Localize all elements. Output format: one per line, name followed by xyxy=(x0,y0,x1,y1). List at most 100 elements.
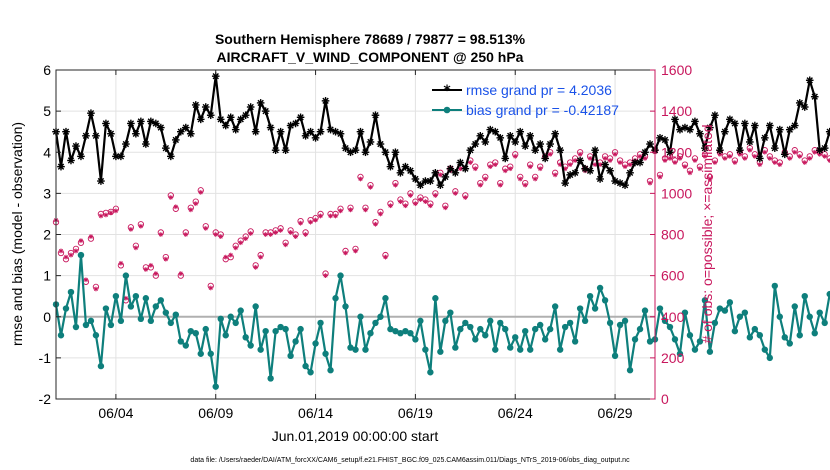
obs-assimilated-point xyxy=(797,153,803,159)
obs-assimilated-stroke xyxy=(253,265,258,270)
obs-assimilated-stroke xyxy=(523,183,528,188)
rmse-point-stroke xyxy=(666,149,674,156)
legend-rmse-marker: * xyxy=(443,83,451,99)
obs-assimilated-point xyxy=(777,162,783,167)
obs-assimilated-stroke xyxy=(248,231,253,236)
obs-assimilated-stroke xyxy=(168,195,173,200)
rmse-point xyxy=(621,181,629,189)
rmse-point xyxy=(62,127,70,136)
rmse-point xyxy=(82,132,90,140)
bias-point xyxy=(482,332,489,339)
obs-assimilated-stroke xyxy=(338,208,343,213)
bias-point xyxy=(332,295,339,302)
rmse-point xyxy=(306,127,315,136)
rmse-point-stroke xyxy=(372,112,379,119)
obs-assimilated-stroke xyxy=(323,273,328,278)
bias-point xyxy=(571,338,579,345)
rmse-point xyxy=(276,127,285,136)
obs-assimilated-stroke xyxy=(343,250,348,256)
obs-assimilated-stroke xyxy=(687,170,692,175)
obs-assimilated-point xyxy=(672,160,678,165)
rmse-point-stroke xyxy=(616,179,624,187)
legend-bias-label: bias grand pr = -0.42187 xyxy=(466,102,619,118)
obs-assimilated-point xyxy=(178,271,184,276)
rmse-point xyxy=(501,154,510,163)
obs-assimilated-point xyxy=(133,245,139,251)
rmse-point xyxy=(411,175,420,183)
obs-assimilated-stroke xyxy=(238,240,243,245)
rmse-point-stroke xyxy=(322,97,329,105)
y2-tick-label: 1000 xyxy=(661,185,692,201)
obs-assimilated-point xyxy=(592,162,598,167)
rmse-point-stroke xyxy=(781,151,788,158)
obs-assimilated-stroke xyxy=(403,203,408,208)
bias-point xyxy=(601,297,609,304)
obs-assimilated-point xyxy=(158,232,164,237)
rmse-point-stroke xyxy=(87,109,95,117)
rmse-point xyxy=(271,146,280,154)
obs-assimilated-stroke xyxy=(243,236,248,241)
bias-point xyxy=(626,367,634,374)
obs-assimilated-point xyxy=(722,156,728,161)
rmse-point-stroke xyxy=(482,138,489,146)
chart-subtitle: AIRCRAFT_V_WIND_COMPONENT @ 250 hPa xyxy=(217,49,524,65)
y-tick-label: 0 xyxy=(43,309,51,325)
obs-assimilated-point xyxy=(637,153,643,159)
rmse-point-stroke xyxy=(696,130,704,137)
obs-assimilated-stroke xyxy=(538,166,543,171)
rmse-point xyxy=(241,111,250,120)
obs-assimilated-stroke xyxy=(618,160,623,165)
obs-assimilated-point xyxy=(532,176,538,182)
bias-point xyxy=(287,352,294,360)
rmse-point xyxy=(516,127,525,136)
obs-assimilated-point xyxy=(802,160,808,165)
obs-assimilated-point xyxy=(408,193,413,198)
bias-point xyxy=(581,317,589,325)
obs-assimilated-point xyxy=(757,162,763,167)
obs-assimilated-point xyxy=(188,207,194,213)
rmse-point xyxy=(406,166,415,175)
bias-point xyxy=(721,307,729,314)
rmse-point xyxy=(556,146,564,154)
obs-assimilated-stroke xyxy=(483,176,488,181)
bias-point xyxy=(631,336,639,343)
rmse-point-stroke xyxy=(387,163,394,170)
series-layer xyxy=(52,72,830,390)
rmse-point xyxy=(92,132,100,140)
bias-point xyxy=(367,330,374,337)
rmse-point xyxy=(436,181,445,189)
rmse-point-stroke xyxy=(367,138,374,146)
rmse-point-stroke xyxy=(357,128,364,135)
bias-point xyxy=(117,317,125,325)
obs-assimilated-stroke xyxy=(303,232,308,237)
obs-assimilated-stroke xyxy=(153,271,158,276)
rmse-point-stroke xyxy=(272,146,279,154)
obs-assimilated-point xyxy=(193,201,199,207)
obs-assimilated-point xyxy=(687,170,693,176)
rmse-point-stroke xyxy=(581,165,589,172)
rmse-point xyxy=(641,148,649,157)
obs-assimilated-stroke xyxy=(353,248,358,253)
rmse-point-stroke xyxy=(427,177,434,185)
obs-assimilated-stroke xyxy=(797,154,802,159)
rmse-point xyxy=(596,175,604,183)
obs-assimilated-point xyxy=(383,254,388,260)
obs-assimilated-stroke xyxy=(473,166,478,171)
rmse-point-stroke xyxy=(527,132,534,139)
obs-assimilated-stroke xyxy=(682,164,687,169)
rmse-point-stroke xyxy=(761,134,769,142)
rmse-point xyxy=(107,129,115,138)
obs-assimilated-point xyxy=(288,230,294,235)
obs-assimilated-stroke xyxy=(278,228,283,233)
bias-point xyxy=(497,319,504,327)
bias-point xyxy=(237,307,244,314)
obs-assimilated-stroke xyxy=(113,208,118,213)
obs-assimilated-stroke xyxy=(103,212,108,217)
obs-assimilated-stroke xyxy=(513,154,518,159)
rmse-point-stroke xyxy=(686,126,694,133)
bias-point xyxy=(771,282,778,290)
bias-point xyxy=(452,344,459,351)
bias-point xyxy=(606,319,614,327)
bias-point xyxy=(362,346,369,353)
bias-point xyxy=(507,344,514,351)
